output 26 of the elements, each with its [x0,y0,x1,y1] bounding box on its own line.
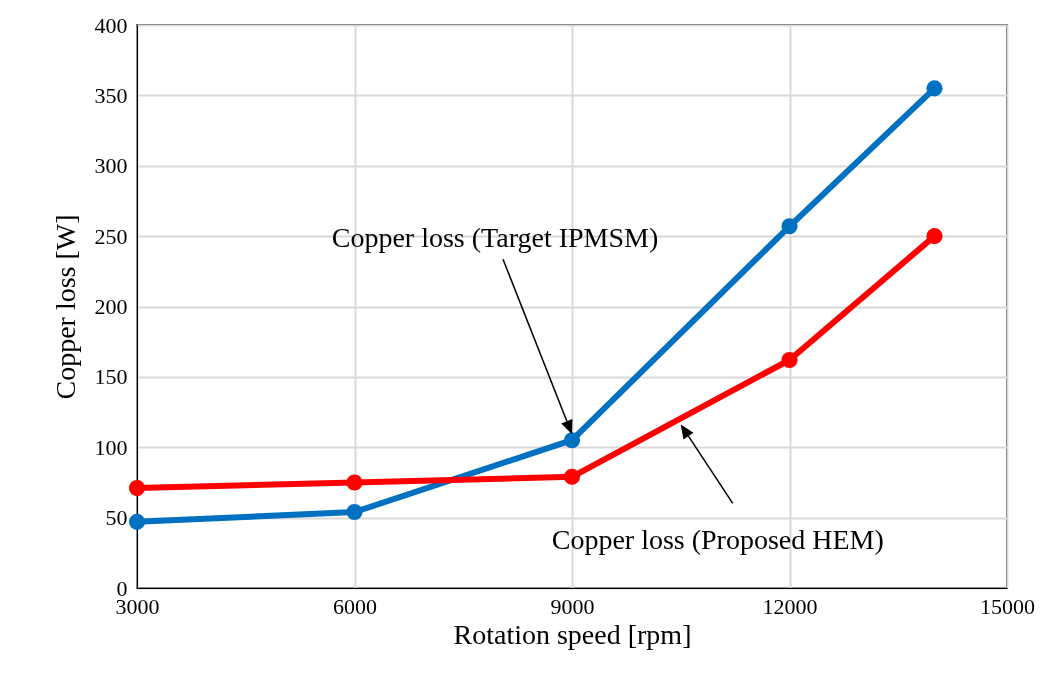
point [781,351,798,369]
point [128,480,146,497]
x-tick-label: 15000 [980,593,1035,619]
text: Copper loss (Target IPMSM) [331,222,659,254]
y-tick-label: 300 [94,153,128,179]
y-tick-label: 250 [94,223,128,249]
x-tick-label: 6000 [333,593,377,619]
series-label: Copper loss (Proposed HEM) [551,524,884,556]
y-tick-label: 350 [94,82,128,108]
point [563,432,581,449]
y-tick-label: 100 [94,434,128,460]
x-axis-title: Rotation speed [rpm] [453,618,692,650]
y-tick-label: 400 [94,12,128,38]
point [781,218,798,235]
point [346,474,363,491]
point [926,80,943,97]
point [926,228,943,245]
y-tick-label: 50 [105,505,128,531]
x-tick-label: 9000 [550,593,595,619]
point [346,503,363,521]
point [128,513,146,530]
x-tick-label: 12000 [762,593,818,619]
point [563,468,581,485]
y-tick-label: 200 [94,294,128,319]
y-tick-label: 150 [94,364,128,390]
y-axis-title: Copper loss [W] [49,214,81,400]
